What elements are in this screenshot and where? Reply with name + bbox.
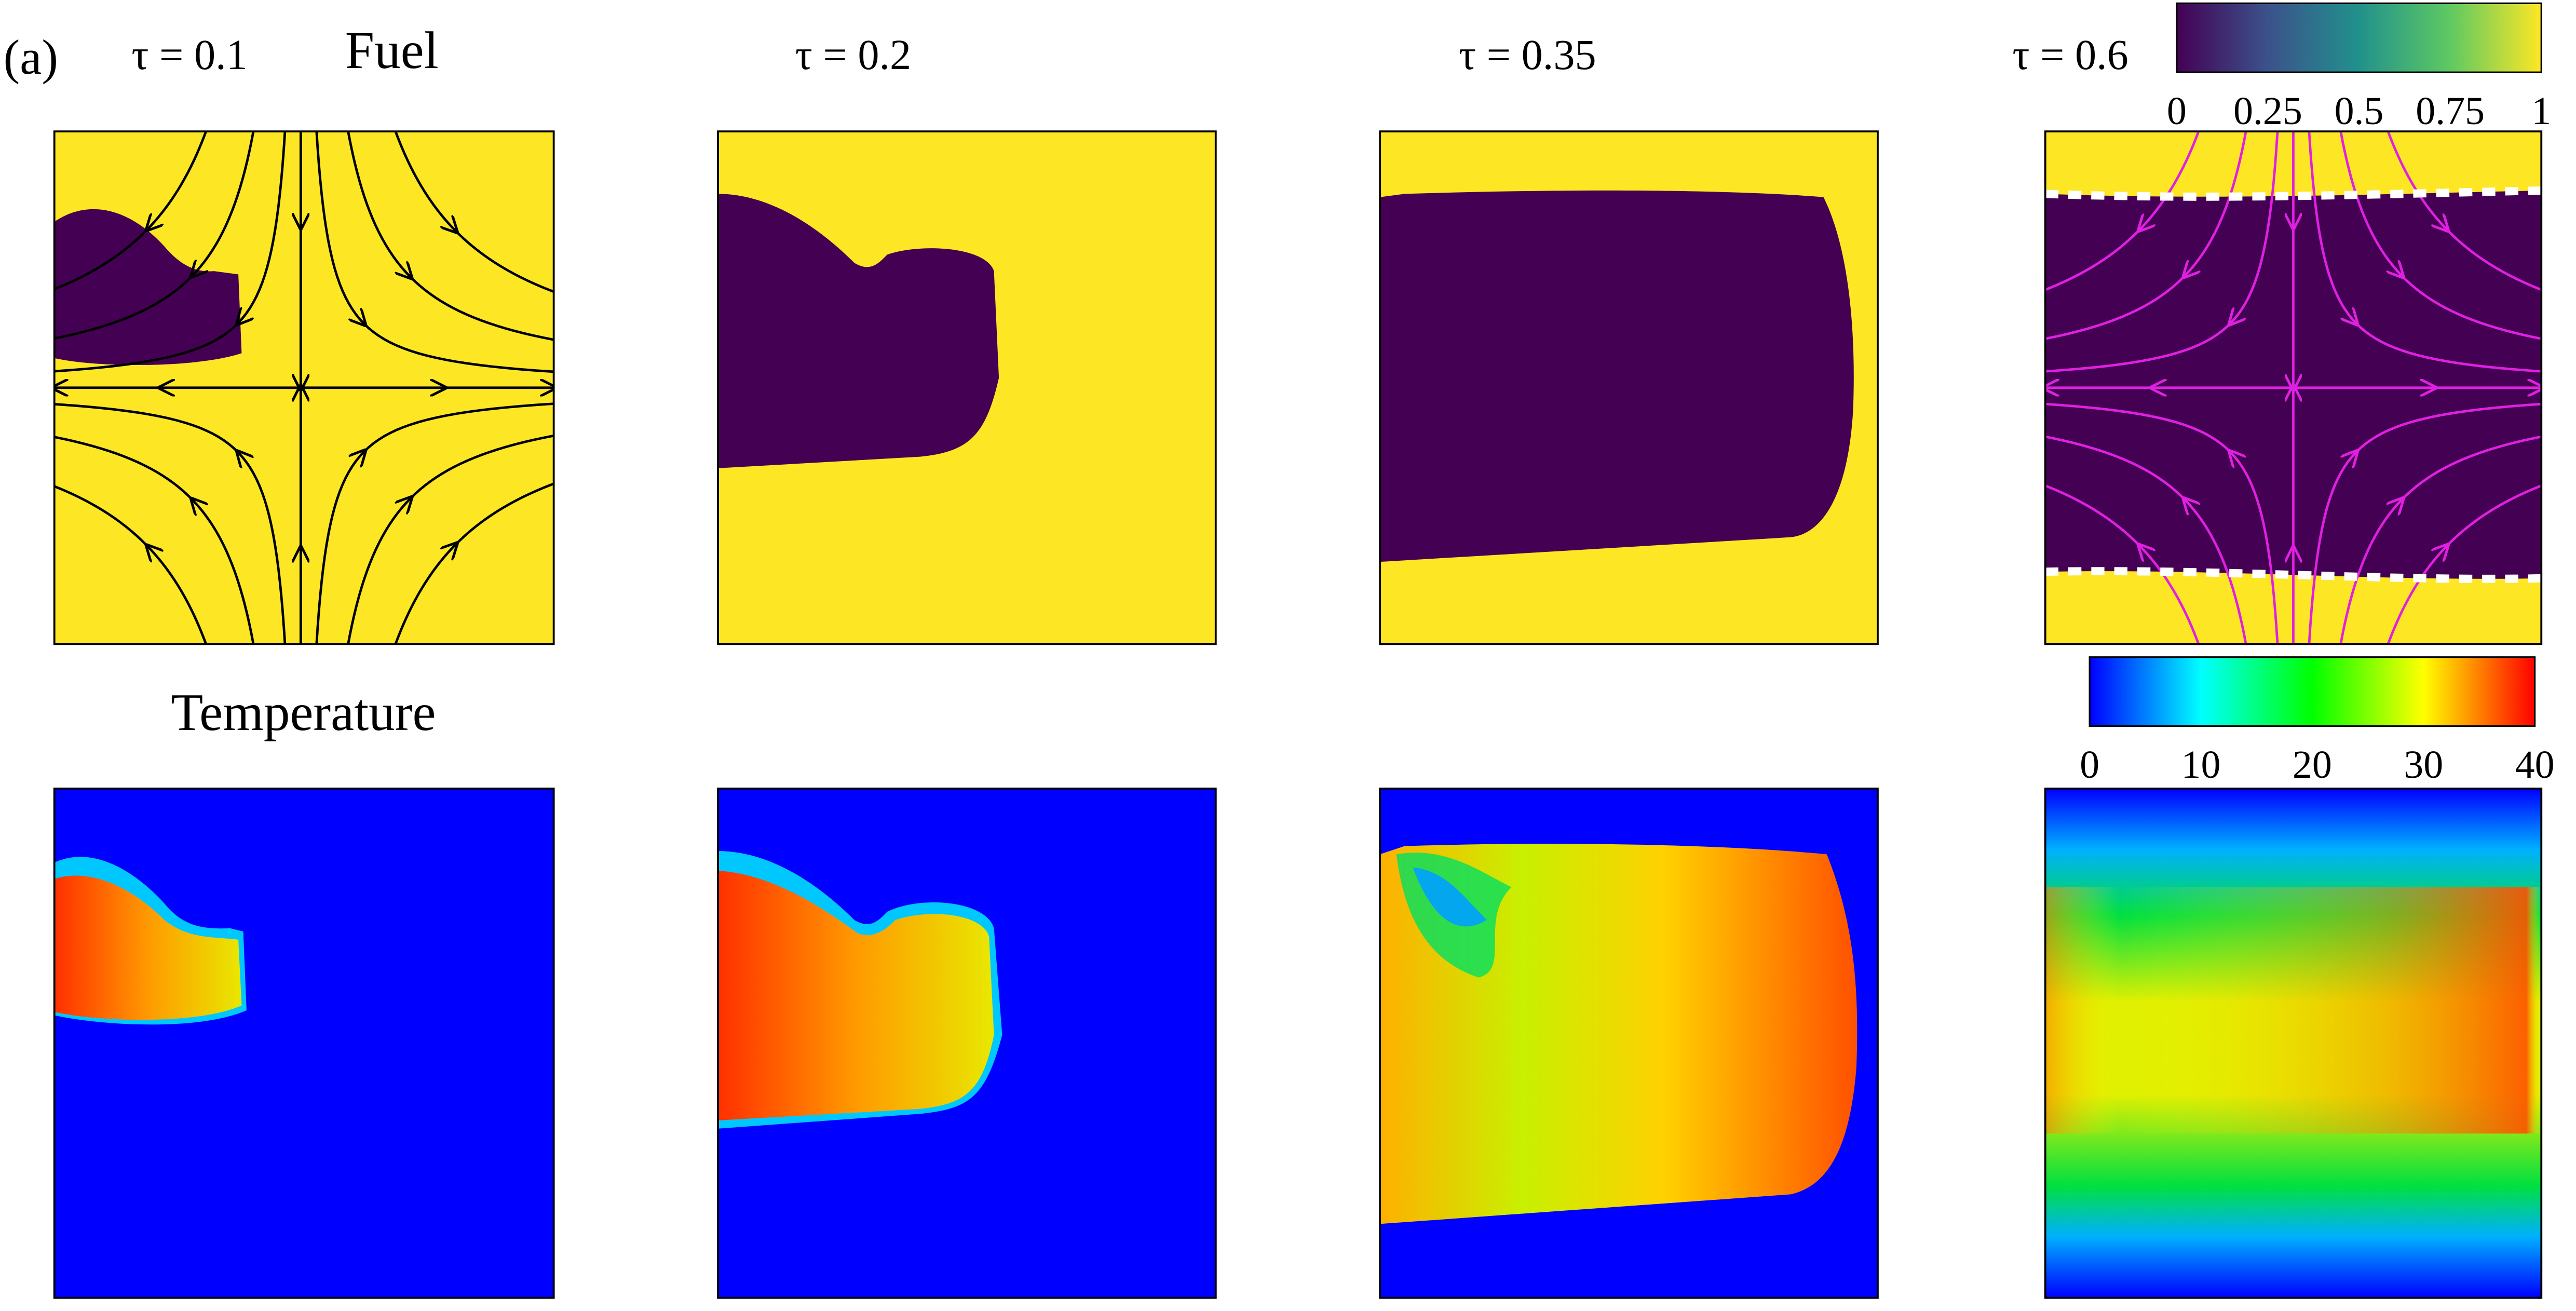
streamline [363,402,554,453]
colorbar-tick-label: 0.25 [2233,89,2302,133]
streamline [2045,275,2186,340]
colorbar-tick-label: 0 [2167,89,2187,133]
streamline [409,434,554,500]
streamline [148,547,208,644]
colorbar-tick-label: 1 [2531,89,2551,133]
streamline [2446,484,2542,547]
temperature-panel [53,787,555,1299]
streamline [148,131,208,228]
streamline [2045,435,2186,501]
colorbar-tick-label: 30 [2404,743,2443,787]
row-title: Fuel [345,21,439,79]
streamline [2045,484,2141,547]
streamline [54,485,149,548]
streamline [2045,402,2232,454]
streamline [2231,131,2279,323]
colorbar-tick-label: 0.5 [2335,89,2384,133]
streamline [394,545,456,644]
colorbar-tick-label: 0 [2080,743,2099,787]
streamline [2308,131,2356,323]
colorbar-tick-label: 40 [2515,743,2555,787]
streamline [2387,131,2447,229]
streamline [54,322,239,373]
colorbar-tick-label: 20 [2293,743,2332,787]
streamline [2185,499,2247,644]
fuel-panel [2044,130,2543,645]
time-label: τ = 0.6 [2012,31,2128,78]
streamline [2308,452,2356,644]
time-label: τ = 0.35 [1459,31,1596,78]
streamline [2401,275,2542,340]
streamline [2355,402,2542,454]
colorbar: 0 0.25 0.5 0.75 1 [2167,2,2551,133]
streamline [54,436,194,501]
streamline [347,498,411,644]
colorbar-tick-label: 0.75 [2416,89,2485,133]
fuel-panel [1379,130,1879,645]
streamline [238,131,287,323]
streamline [347,131,411,277]
streamline [454,482,554,546]
streamline [2045,322,2232,373]
time-label: τ = 0.1 [131,31,247,78]
streamline [363,322,554,373]
streamline [2401,435,2542,501]
streamline [2140,546,2200,644]
streamline [2355,322,2542,373]
temperature-panel [1379,787,1879,1299]
row-title: Temperature [171,683,436,741]
streamline [2387,546,2447,644]
streamline [54,227,149,291]
temperature-panel [717,787,1217,1299]
streamline [2339,499,2402,644]
streamline [2339,131,2402,276]
streamline [2140,131,2200,229]
colorbar: 0 10 20 30 40 [2080,656,2555,787]
streamline [409,276,554,341]
streamline [2185,131,2247,276]
streamline [454,229,554,293]
streamline [238,453,287,644]
streamline [315,452,364,644]
temperature-panel [2044,787,2543,1299]
fuel-panel [53,130,555,645]
streamline [193,500,255,644]
colorbar-tick-label: 10 [2181,743,2221,787]
streamline [2231,452,2279,644]
panel-label: (a) [4,30,58,85]
streamline [54,403,239,454]
streamline [193,131,255,275]
fuel-panel [717,130,1217,645]
streamline [54,274,194,340]
streamline [2045,228,2141,291]
streamline [394,131,456,231]
streamline [2446,228,2542,291]
streamline [315,131,364,323]
time-label: τ = 0.2 [795,31,911,78]
